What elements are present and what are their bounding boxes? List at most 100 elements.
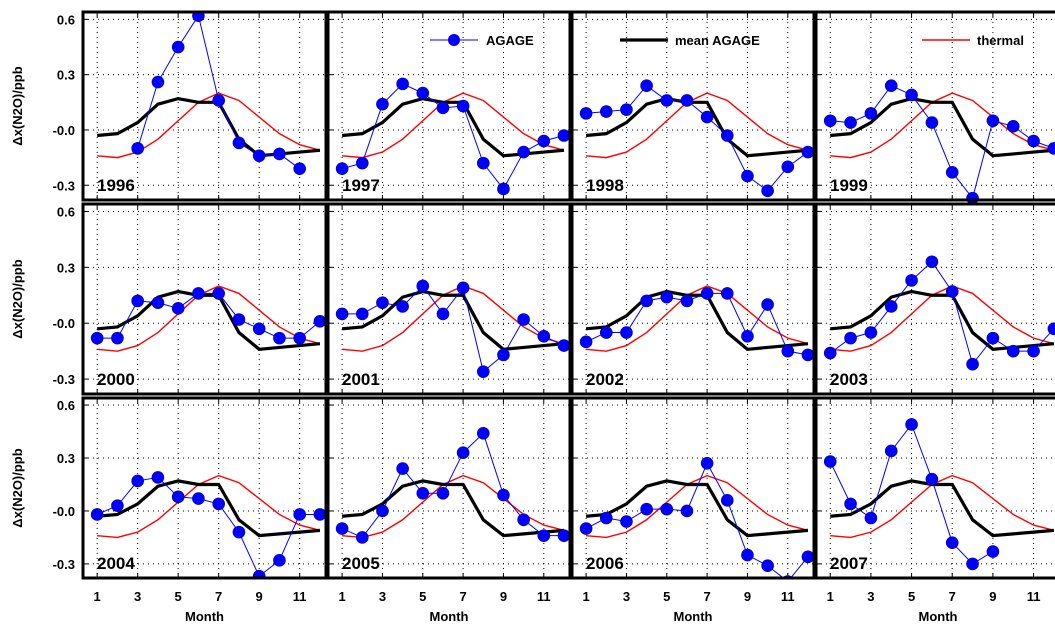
agage-point-2004-m4 <box>151 471 165 484</box>
agage-point-2001-m11 <box>537 329 551 343</box>
agage-point-2001-m6 <box>436 307 450 321</box>
agage-point-1998-m10 <box>761 184 774 198</box>
panel-2007: 2007 <box>816 398 1055 578</box>
agage-point-1997-m1 <box>335 162 349 175</box>
agage-point-2004-m11 <box>293 508 306 521</box>
agage-point-2004-m8 <box>232 525 246 539</box>
agage-point-2003-m10 <box>1006 344 1020 358</box>
agage-point-2004-m6 <box>192 492 205 505</box>
thermal-line <box>97 474 321 539</box>
year-label-2000: 2000 <box>97 370 135 389</box>
agage-point-2007-m8 <box>966 557 979 571</box>
thermal-line <box>586 285 809 352</box>
agage-point-1999-m12 <box>1047 142 1055 155</box>
legend: AGAGE mean AGAGE thermal <box>430 33 1024 48</box>
year-label-2004: 2004 <box>97 554 135 573</box>
y-axis-label: Δx(N2O)/ppb <box>10 66 25 145</box>
mean-agage-line <box>585 96 809 158</box>
y-tick-label: -0.3 <box>53 372 75 387</box>
agage-point-2000-m4 <box>151 296 165 310</box>
year-label-2005: 2005 <box>342 554 380 573</box>
x-axis-label: Month <box>919 609 958 624</box>
x-tick-label: 9 <box>256 589 263 604</box>
agage-point-2003-m4 <box>884 300 898 313</box>
legend-agage-label: AGAGE <box>486 33 534 48</box>
agage-point-1997-m2 <box>355 156 369 170</box>
agage-point-2001-m10 <box>517 313 530 326</box>
agage-point-2005-m4 <box>396 462 409 475</box>
panel-frame <box>81 10 328 202</box>
agage-point-2003-m2 <box>844 331 857 345</box>
agage-point-1999-m2 <box>844 116 857 129</box>
agage-point-2001-m12 <box>557 339 571 352</box>
panel-frame <box>81 396 328 580</box>
legend-thermal-label: thermal <box>977 33 1024 48</box>
agage-point-2000-m7 <box>212 287 225 300</box>
agage-point-2005-m12 <box>557 529 571 542</box>
agage-line <box>829 423 994 565</box>
agage-point-2003-m5 <box>905 274 918 287</box>
x-tick-label: 5 <box>419 589 426 604</box>
mean-agage-line <box>830 479 1055 538</box>
y-tick-label: 0.6 <box>57 204 75 219</box>
agage-point-1997-m8 <box>476 156 490 170</box>
panel-2003: 2003 <box>816 204 1055 394</box>
thermal-line <box>342 92 565 159</box>
panel-2006: 2006 <box>572 398 815 578</box>
agage-point-2004-m10 <box>273 554 286 567</box>
x-tick-label: 11 <box>781 589 795 604</box>
agage-point-1997-m9 <box>497 182 510 196</box>
y-axis-label: Δx(N2O)/ppb <box>10 259 25 338</box>
x-axis-label: Month <box>430 609 469 624</box>
panel-frame <box>326 202 572 396</box>
year-label-1997: 1997 <box>342 176 380 195</box>
agage-point-2002-m8 <box>720 287 734 300</box>
x-tick-label: 1 <box>94 589 101 604</box>
x-tick-label: 7 <box>703 589 710 604</box>
agage-point-1998-m2 <box>599 105 613 118</box>
agage-point-1996-m5 <box>171 40 185 54</box>
agage-point-2003-m12 <box>1047 322 1055 336</box>
agage-point-2005-m2 <box>355 531 369 544</box>
agage-point-1997-m5 <box>416 86 430 100</box>
agage-point-2007-m6 <box>925 472 939 486</box>
agage-point-2002-m10 <box>761 298 774 311</box>
agage-point-1999-m10 <box>1006 119 1020 133</box>
agage-point-1998-m8 <box>720 129 734 142</box>
agage-point-2002-m3 <box>620 326 633 339</box>
agage-point-2003-m7 <box>945 285 959 298</box>
agage-point-2002-m6 <box>680 294 694 308</box>
agage-point-1996-m10 <box>273 147 286 161</box>
agage-point-1997-m7 <box>456 99 470 113</box>
agage-point-1998-m9 <box>741 169 754 183</box>
mean-agage-line <box>830 289 1055 351</box>
agage-point-2005-m11 <box>537 529 551 542</box>
x-tick-label: 11 <box>537 589 551 604</box>
agage-point-1996-m8 <box>232 136 246 150</box>
agage-point-1999-m9 <box>986 114 1000 128</box>
agage-line <box>829 260 1055 366</box>
x-axis-label: Month <box>185 609 224 624</box>
agage-point-2005-m5 <box>416 486 430 500</box>
x-tick-label: 11 <box>1027 589 1041 604</box>
thermal-line <box>342 285 565 352</box>
y-tick-label: 0.6 <box>57 398 75 413</box>
agage-point-2006-m7 <box>700 456 714 470</box>
panel-1997: 1997 <box>328 12 571 200</box>
panel-1998: 1998 <box>572 12 815 200</box>
thermal-line <box>97 285 321 352</box>
agage-point-2007-m1 <box>823 455 837 468</box>
x-tick-label: 5 <box>663 589 670 604</box>
agage-point-2006-m4 <box>640 502 653 516</box>
agage-point-1999-m7 <box>945 166 959 179</box>
agage-point-2001-m1 <box>335 307 349 321</box>
agage-point-1999-m3 <box>864 107 878 120</box>
y-axis-label: Δx(N2O)/ppb <box>10 448 25 527</box>
y-tick-label: -0.0 <box>53 504 75 519</box>
x-tick-label: 3 <box>134 589 141 604</box>
x-tick-label: 9 <box>500 589 507 604</box>
x-tick-label: 9 <box>989 589 996 604</box>
agage-point-1998-m4 <box>640 79 653 93</box>
thermal-line <box>830 92 1055 159</box>
panel-2002: 2002 <box>572 204 815 394</box>
